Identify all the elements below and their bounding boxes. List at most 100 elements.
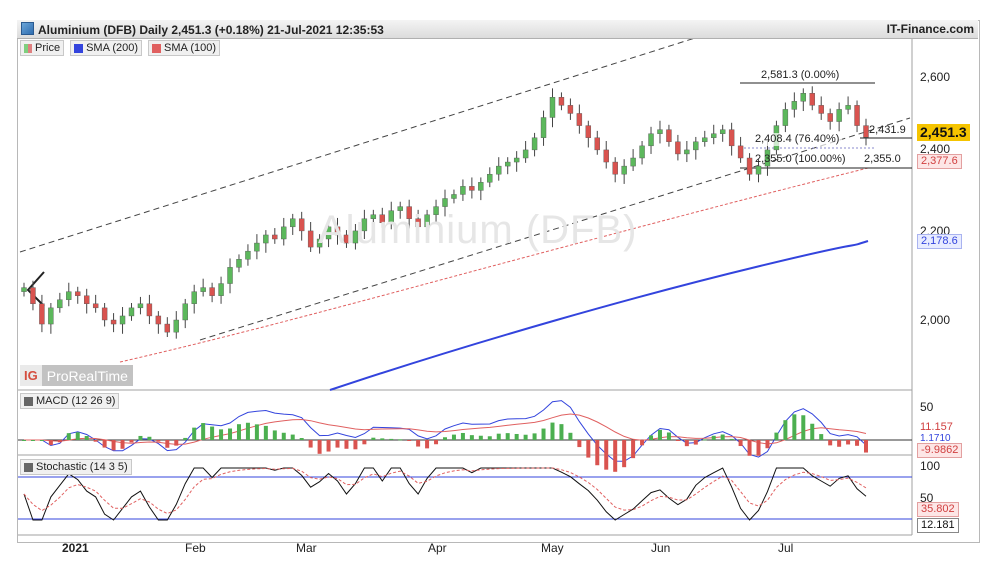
macd-bar bbox=[75, 432, 80, 440]
candle bbox=[30, 287, 36, 305]
candle bbox=[531, 137, 538, 151]
candle bbox=[406, 206, 412, 219]
macd-bar bbox=[514, 433, 519, 440]
candle bbox=[460, 186, 466, 195]
candle bbox=[245, 250, 251, 260]
macd-bar bbox=[666, 432, 671, 440]
legend-macd[interactable]: MACD (12 26 9) bbox=[20, 393, 120, 409]
macd-histogram bbox=[22, 414, 868, 472]
stoch-d-line bbox=[23, 467, 867, 515]
time-tick: 2021 bbox=[62, 541, 89, 555]
stochastic-panel: 100 50 bbox=[18, 459, 940, 521]
macd-bar bbox=[129, 440, 134, 443]
macd-bar bbox=[434, 440, 439, 445]
price-swatch-icon bbox=[24, 43, 32, 53]
candle bbox=[818, 105, 824, 114]
macd-panel: 50 bbox=[18, 400, 934, 472]
macd-bar bbox=[299, 438, 304, 440]
macd-bar bbox=[30, 440, 35, 441]
channel-lower-line bbox=[199, 117, 911, 341]
macd-bar bbox=[855, 440, 860, 446]
macd-bar bbox=[398, 439, 403, 441]
stoch-k-tag: 12.181 bbox=[917, 518, 959, 533]
macd-bar bbox=[702, 439, 707, 441]
candle bbox=[397, 206, 403, 211]
macd-bar bbox=[254, 424, 259, 440]
candle bbox=[442, 198, 448, 207]
macd-bar bbox=[774, 432, 779, 440]
ig-logo: IG bbox=[20, 365, 42, 386]
macd-swatch-icon bbox=[24, 396, 33, 406]
macd-bar bbox=[505, 433, 510, 440]
macd-bar bbox=[192, 427, 197, 440]
candle bbox=[388, 210, 394, 223]
macd-bar bbox=[380, 438, 385, 440]
macd-bar bbox=[263, 425, 268, 440]
candle bbox=[379, 214, 385, 223]
macd-signal-tag: 11.157 bbox=[920, 421, 953, 433]
macd-bar bbox=[756, 440, 761, 456]
macd-bar bbox=[57, 440, 62, 443]
candle bbox=[809, 92, 815, 106]
candle bbox=[84, 295, 90, 305]
time-axis: 2021 Feb Mar Apr May Jun Jul bbox=[62, 541, 793, 555]
candle bbox=[227, 267, 233, 284]
candle bbox=[800, 92, 806, 102]
candle bbox=[39, 303, 45, 325]
macd-bar bbox=[84, 435, 89, 440]
macd-bar bbox=[693, 440, 698, 445]
candle bbox=[137, 303, 144, 309]
candle bbox=[737, 145, 744, 159]
macd-bar bbox=[657, 429, 662, 440]
macd-bar bbox=[837, 440, 842, 447]
macd-bar bbox=[550, 422, 555, 440]
candle bbox=[684, 149, 690, 155]
macd-bar bbox=[102, 440, 107, 448]
macd-bar bbox=[568, 432, 573, 440]
candle bbox=[451, 194, 457, 199]
stoch-legend: Stochastic (14 3 5) bbox=[20, 459, 132, 475]
candle bbox=[693, 141, 699, 151]
macd-bar bbox=[631, 440, 636, 459]
macd-line-tag: 1.1710 bbox=[920, 433, 951, 444]
candle bbox=[209, 287, 215, 296]
candle bbox=[594, 137, 600, 151]
macd-bar bbox=[219, 429, 224, 440]
macd-bar bbox=[747, 440, 752, 456]
candle bbox=[316, 238, 323, 248]
candle bbox=[164, 323, 171, 333]
macd-bar bbox=[684, 440, 689, 447]
macd-bar bbox=[39, 440, 44, 441]
legend-sma100[interactable]: SMA (100) bbox=[148, 40, 220, 56]
macd-bar bbox=[810, 423, 815, 440]
candle bbox=[675, 141, 681, 155]
macd-bar bbox=[828, 440, 833, 446]
chart-title: Aluminium (DFB) Daily 2,451.3 (+0.18%) 2… bbox=[21, 22, 384, 37]
sma200-swatch-icon bbox=[74, 43, 84, 53]
macd-bar bbox=[344, 440, 349, 449]
candle bbox=[540, 117, 547, 138]
candle bbox=[845, 105, 851, 110]
price-tick: 2,600 bbox=[920, 70, 950, 84]
candle bbox=[648, 133, 654, 147]
time-tick: Mar bbox=[296, 541, 317, 555]
fib-high-label: 2,581.3 (0.00%) bbox=[761, 69, 840, 81]
stoch-d-tag: 35.802 bbox=[917, 502, 959, 517]
price-tick: 2,400 bbox=[920, 142, 950, 156]
candle bbox=[487, 173, 493, 183]
candle bbox=[666, 129, 672, 142]
macd-bar bbox=[362, 440, 367, 445]
macd-bar bbox=[765, 440, 770, 449]
candle bbox=[263, 234, 269, 244]
macd-bar bbox=[577, 440, 582, 448]
candle bbox=[755, 165, 762, 175]
candle bbox=[496, 165, 502, 175]
legend-sma200[interactable]: SMA (200) bbox=[70, 40, 143, 56]
legend-stochastic[interactable]: Stochastic (14 3 5) bbox=[20, 459, 132, 475]
legend-price[interactable]: Price bbox=[20, 40, 65, 56]
macd-bar bbox=[720, 434, 725, 440]
candle bbox=[558, 97, 565, 106]
candle bbox=[522, 149, 529, 159]
candle bbox=[155, 315, 162, 325]
